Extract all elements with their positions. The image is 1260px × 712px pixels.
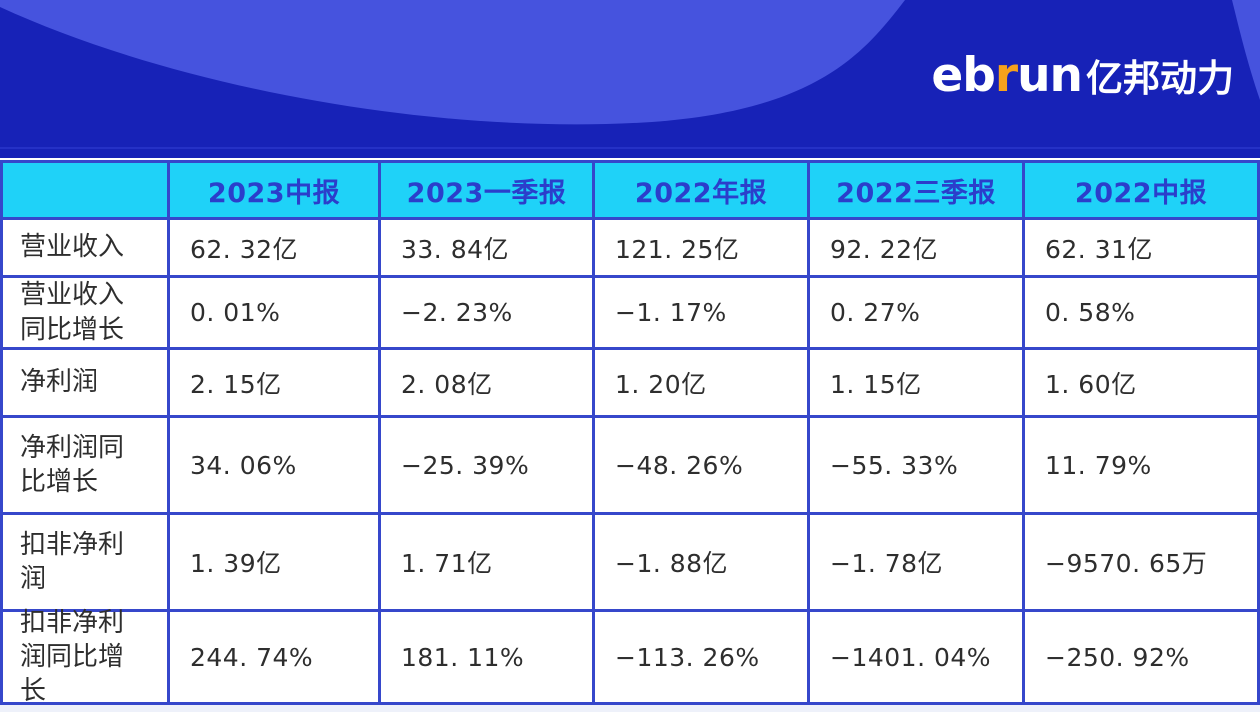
table-cell: −55. 33%: [810, 418, 1022, 512]
column-header-2022-interim: 2022中报: [1025, 163, 1257, 217]
column-header-2023-interim: 2023中报: [170, 163, 378, 217]
table-cell: −1. 78亿: [810, 515, 1022, 609]
table-cell: 1. 20亿: [595, 350, 807, 415]
logo-un: un: [1017, 48, 1083, 103]
logo-eb: eb: [931, 48, 996, 103]
table-cell: −1401. 04%: [810, 612, 1022, 702]
row-label-net-profit: 净利润: [3, 350, 167, 415]
banner-wave-graphic: [0, 0, 1260, 125]
table-cell: 181. 11%: [381, 612, 592, 702]
table-cell: 121. 25亿: [595, 220, 807, 275]
table-cell: 1. 15亿: [810, 350, 1022, 415]
table-cell: −25. 39%: [381, 418, 592, 512]
table-cell: 11. 79%: [1025, 418, 1257, 512]
table-cell: −250. 92%: [1025, 612, 1257, 702]
brand-banner: ebrun 亿邦动力: [0, 0, 1260, 158]
table-cell: 2. 08亿: [381, 350, 592, 415]
row-label-adjusted-net-profit: 扣非净利 润: [3, 515, 167, 609]
column-header-2023-q1: 2023一季报: [381, 163, 592, 217]
column-header-2022-q3: 2022三季报: [810, 163, 1022, 217]
table-cell: 1. 39亿: [170, 515, 378, 609]
table-cell: 0. 27%: [810, 278, 1022, 347]
logo-text-chinese: 亿邦动力: [1086, 57, 1234, 100]
banner-divider: [0, 147, 1260, 149]
financial-results-table: 2023中报 2023一季报 2022年报 2022三季报 2022中报 营业收…: [0, 160, 1260, 706]
table-cell: 33. 84亿: [381, 220, 592, 275]
table-cell: 0. 58%: [1025, 278, 1257, 347]
table-cell: 34. 06%: [170, 418, 378, 512]
logo-r-orange: r: [994, 48, 1018, 103]
table-cell: 1. 71亿: [381, 515, 592, 609]
table-cell: 92. 22亿: [810, 220, 1022, 275]
row-label-revenue: 营业收入: [3, 220, 167, 275]
table-cell: −113. 26%: [595, 612, 807, 702]
table-cell: 62. 32亿: [170, 220, 378, 275]
table-cell: 0. 01%: [170, 278, 378, 347]
table-cell: 62. 31亿: [1025, 220, 1257, 275]
table-cell: −9570. 65万: [1025, 515, 1257, 609]
column-header-empty: [3, 163, 167, 217]
table-cell: 244. 74%: [170, 612, 378, 702]
row-label-net-profit-yoy: 净利润同 比增长: [3, 418, 167, 512]
ebrun-logo: ebrun 亿邦动力: [931, 48, 1234, 103]
row-label-adjusted-net-profit-yoy: 扣非净利 润同比增 长: [3, 608, 167, 706]
row-label-revenue-yoy: 营业收入 同比增长: [3, 278, 167, 347]
table-cell: 1. 60亿: [1025, 350, 1257, 415]
table-cell: −1. 88亿: [595, 515, 807, 609]
table-cell: −48. 26%: [595, 418, 807, 512]
table-cell: −1. 17%: [595, 278, 807, 347]
table-cell: −2. 23%: [381, 278, 592, 347]
logo-text-latin: ebrun: [931, 48, 1083, 103]
bottom-strip: [0, 705, 1260, 712]
column-header-2022-annual: 2022年报: [595, 163, 807, 217]
table-cell: 2. 15亿: [170, 350, 378, 415]
